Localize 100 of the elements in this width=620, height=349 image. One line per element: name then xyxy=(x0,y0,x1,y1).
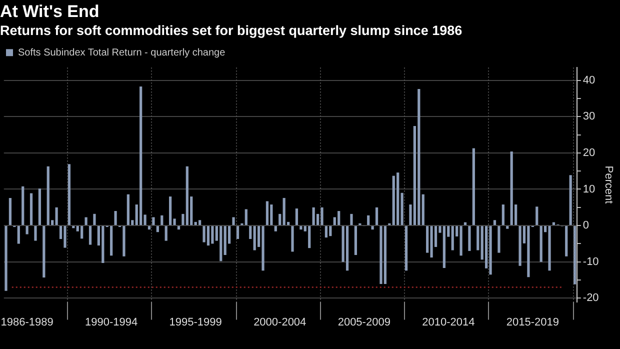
bar xyxy=(320,207,324,226)
chart-subtitle: Returns for soft commodities set for biggest quarterly slump since 1986 xyxy=(0,23,463,38)
bar xyxy=(460,226,462,256)
chart-title: At Wit's End xyxy=(0,2,100,21)
bar xyxy=(506,226,509,229)
bar xyxy=(404,226,408,271)
bar xyxy=(418,89,420,226)
bar xyxy=(451,226,454,250)
bar xyxy=(489,226,492,275)
bar xyxy=(493,220,496,226)
bar xyxy=(122,226,126,256)
x-tick-label: 2000-2004 xyxy=(254,316,306,328)
bar xyxy=(295,208,298,226)
bar xyxy=(22,186,24,226)
bar xyxy=(84,217,88,226)
bar xyxy=(224,226,226,255)
bar xyxy=(148,226,151,230)
bar xyxy=(354,226,358,255)
bar xyxy=(476,226,480,250)
bar xyxy=(102,226,104,263)
bar xyxy=(236,226,240,239)
bar xyxy=(114,211,117,226)
bar xyxy=(244,209,248,226)
bar xyxy=(392,176,395,226)
y-tick-label: 20 xyxy=(582,146,596,159)
bar xyxy=(266,201,269,226)
y-tick-label: -10 xyxy=(582,256,599,268)
bar xyxy=(329,226,332,236)
y-tick-label: 0 xyxy=(582,220,590,232)
bar xyxy=(442,226,446,268)
x-tick-label: 2005-2009 xyxy=(338,316,390,328)
bar xyxy=(169,196,172,226)
bar xyxy=(282,198,286,226)
y-tick-label: 10 xyxy=(582,183,596,196)
bar xyxy=(262,226,264,271)
bar xyxy=(55,207,58,226)
bar xyxy=(198,220,202,226)
bar xyxy=(206,226,210,246)
bar xyxy=(249,226,252,239)
bar xyxy=(350,214,353,226)
x-tick-label: 2015-2019 xyxy=(506,316,559,328)
bar xyxy=(396,172,400,226)
legend-label: Softs Subindex Total Return - quarterly change xyxy=(18,47,226,58)
bar xyxy=(371,226,374,230)
y-tick-label: 30 xyxy=(582,110,596,123)
bar xyxy=(80,226,84,239)
bar xyxy=(565,226,568,256)
bar xyxy=(202,226,206,242)
bar xyxy=(186,166,188,226)
bar xyxy=(502,204,504,226)
bar xyxy=(34,226,37,241)
x-tick-label: 1990-1994 xyxy=(85,316,138,328)
bar xyxy=(291,226,294,252)
bar xyxy=(300,226,302,230)
bar xyxy=(164,226,168,241)
bar xyxy=(384,226,387,284)
bar xyxy=(126,194,130,226)
bar xyxy=(220,226,222,262)
bar xyxy=(375,207,378,226)
bar xyxy=(110,226,113,256)
bar xyxy=(278,214,282,226)
bar xyxy=(274,226,277,232)
bar xyxy=(30,193,33,226)
x-tick-label: 1995-1999 xyxy=(169,316,222,328)
bar xyxy=(4,226,8,291)
bar xyxy=(312,207,315,226)
bar xyxy=(46,166,50,226)
bar xyxy=(232,217,235,226)
bar xyxy=(518,226,522,266)
bar xyxy=(38,188,42,226)
bar xyxy=(270,204,273,226)
bar xyxy=(527,226,530,278)
bar xyxy=(140,86,142,226)
bar xyxy=(338,211,340,226)
bar xyxy=(253,226,256,250)
y-tick-label: -20 xyxy=(582,292,599,304)
bar xyxy=(380,226,382,284)
bar xyxy=(8,198,12,226)
bar xyxy=(88,226,92,245)
bar xyxy=(26,226,28,234)
bar xyxy=(308,226,311,248)
y-axis-title: Percent xyxy=(602,166,614,204)
bar xyxy=(472,148,475,226)
x-tick-label: 2010-2014 xyxy=(422,316,475,328)
bar xyxy=(68,164,71,226)
bar xyxy=(498,226,500,253)
bar xyxy=(324,226,328,238)
bar xyxy=(548,226,551,271)
bar xyxy=(152,217,155,226)
bar xyxy=(17,226,20,244)
bar xyxy=(510,151,513,226)
bar xyxy=(422,194,424,226)
bar xyxy=(367,215,370,226)
bar xyxy=(430,226,433,258)
bar xyxy=(156,226,159,232)
bar xyxy=(211,226,214,244)
bar xyxy=(42,226,46,278)
bar xyxy=(64,226,66,248)
x-tick-label: 1986-1989 xyxy=(0,316,54,328)
bar xyxy=(346,226,349,271)
